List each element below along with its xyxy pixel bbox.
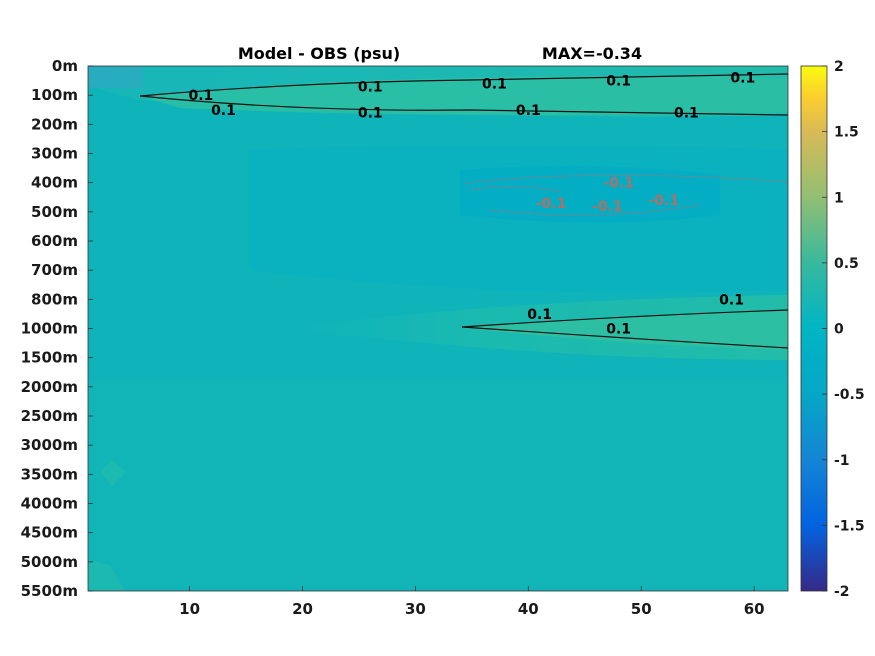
field-abyssal-band <box>88 470 788 591</box>
x-tick-label: 60 <box>744 600 765 618</box>
contour-label: 0.1 <box>211 103 236 119</box>
field-surface-positive-core <box>140 76 788 116</box>
x-tick-label: 40 <box>518 600 539 618</box>
x-tick-label: 20 <box>292 600 313 618</box>
colorbar-tick-label: 1 <box>834 190 844 206</box>
y-tick-label: 1000m <box>21 320 78 338</box>
contour-label: 0.1 <box>527 307 552 323</box>
contour-label: 0.1 <box>719 292 744 308</box>
y-tick-label: 200m <box>31 115 78 133</box>
y-axis: 0m 100m 200m 300m 400m 500m 600m 700m 800m 1000m 1… <box>21 57 93 600</box>
x-tick-label: 50 <box>631 600 652 618</box>
y-tick-label: 100m <box>31 86 78 104</box>
max-value-label: MAX=-0.34 <box>542 44 642 63</box>
y-tick-label: 4500m <box>21 524 78 542</box>
contour-line-surface-lower <box>139 95 789 116</box>
colorbar-tick-label: -1.5 <box>834 518 865 534</box>
contour-label: 0.1 <box>606 322 631 338</box>
field-corner-feature <box>88 66 143 88</box>
x-axis: 10 20 30 40 50 60 <box>179 586 765 618</box>
y-tick-label: 400m <box>31 174 78 192</box>
field-1000m-positive-core <box>462 310 788 350</box>
negative-contour-label: -0.1 <box>592 199 623 215</box>
contour-label: 0.1 <box>358 79 383 95</box>
y-tick-label: 5000m <box>21 553 78 571</box>
colorbar-tick-label: 1.5 <box>834 125 859 141</box>
colorbar-tick-label: 0 <box>834 322 844 338</box>
y-tick-label: 500m <box>31 203 78 221</box>
contour-label: 0.1 <box>730 71 755 87</box>
y-tick-label: 2500m <box>21 407 78 425</box>
contour-line-1000m-upper <box>461 309 789 328</box>
colorbar-tick-label: -1 <box>834 453 850 469</box>
y-tick-label: 300m <box>31 145 78 163</box>
y-tick-label: 600m <box>31 232 78 250</box>
negative-contour-label: -0.1 <box>603 176 634 192</box>
y-tick-label: 800m <box>31 290 78 308</box>
field-diamond-feature <box>100 460 126 486</box>
colorbar-tick-label: -2 <box>834 584 850 600</box>
x-tick-label: 10 <box>179 600 200 618</box>
colorbar-tick-label: -0.5 <box>834 387 865 403</box>
y-tick-label: 2000m <box>21 378 78 396</box>
y-tick-label: 3000m <box>21 436 78 454</box>
y-tick-label: 1500m <box>21 349 78 367</box>
contour-label: 0.1 <box>482 77 507 93</box>
colorbar-tick-label: 0.5 <box>834 256 859 272</box>
negative-contour-label: -0.1 <box>536 196 567 212</box>
y-tick-label: 700m <box>31 261 78 279</box>
contour-line-1000m-lower <box>461 326 789 349</box>
y-tick-label: 0m <box>52 57 78 75</box>
contour-label: 0.1 <box>516 103 541 119</box>
y-tick-label: 4000m <box>21 495 78 513</box>
colorbar-axis: 2 1.5 1 0.5 0 -0.5 -1 -1.5 -2 <box>822 59 865 600</box>
colorbar-tick-label: 2 <box>834 59 844 75</box>
plot-area: 0.10.10.10.10.10.10.10.10.10.10.10.1-0.1… <box>88 66 789 591</box>
x-tick-label: 30 <box>405 600 426 618</box>
field-bottom-feature <box>88 560 125 591</box>
contour-label: 0.1 <box>674 106 699 122</box>
contour-label: 0.1 <box>358 106 383 122</box>
contour-line-negative <box>464 174 789 216</box>
negative-contour-label: -0.1 <box>648 193 679 209</box>
contour-label: 0.1 <box>606 74 631 90</box>
y-tick-label: 3500m <box>21 465 78 483</box>
field-negative-core <box>460 166 720 223</box>
y-tick-label: 5500m <box>21 582 78 600</box>
contour-label: 0.1 <box>188 88 213 104</box>
contour-line-surface-upper <box>139 73 789 97</box>
chart-title: Model - OBS (psu) <box>238 44 400 63</box>
